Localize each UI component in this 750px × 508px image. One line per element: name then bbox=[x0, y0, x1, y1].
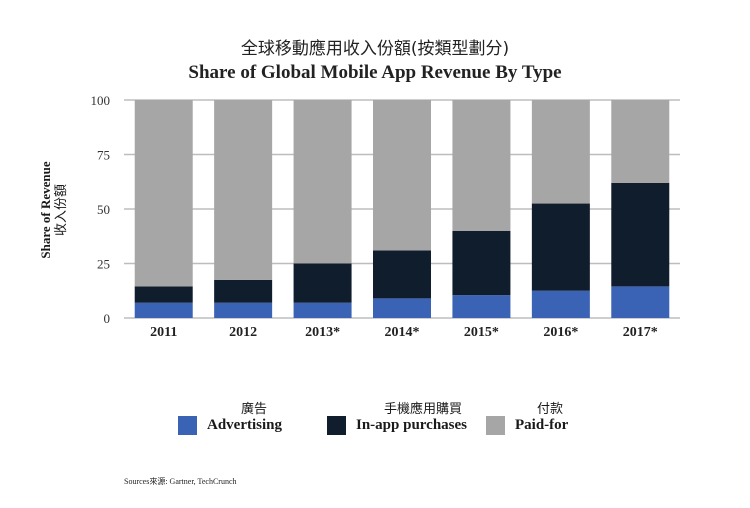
y-tick-75: 75 bbox=[97, 148, 110, 163]
bar-in-app-purchases-2012 bbox=[214, 279, 273, 303]
x-tick-2012: 2012 bbox=[229, 325, 257, 340]
legend-advertising-label: Advertising bbox=[207, 417, 282, 433]
legend: 廣告 Advertising 手機應用購買 In-app purchases 付… bbox=[0, 398, 750, 442]
bar-advertising-2015 bbox=[452, 295, 511, 318]
x-tick-2015: 2015* bbox=[464, 325, 499, 340]
tick-labels: 0 25 50 75 100 2011 2012 2013* 2014* 2015* 2016* 20… bbox=[91, 93, 658, 340]
legend-paid-for-label: Paid-for bbox=[515, 417, 569, 433]
bar-paid-for-2017 bbox=[611, 100, 670, 183]
legend-advertising-swatch bbox=[178, 416, 197, 435]
legend-in-app-label: In-app purchases bbox=[356, 417, 468, 433]
bar-advertising-2016 bbox=[531, 290, 590, 318]
bar-in-app-purchases-2011 bbox=[134, 286, 193, 303]
bar-paid-for-2015 bbox=[452, 100, 511, 231]
bar-in-app-purchases-2013 bbox=[293, 263, 352, 303]
bar-paid-for-2011 bbox=[134, 100, 193, 287]
x-tick-2014: 2014* bbox=[385, 325, 420, 340]
x-tick-2017: 2017* bbox=[623, 325, 658, 340]
bar-in-app-purchases-2016 bbox=[531, 203, 590, 291]
bar-in-app-purchases-2014 bbox=[373, 250, 431, 299]
bar-advertising-2011 bbox=[134, 302, 193, 318]
bar-paid-for-2016 bbox=[531, 100, 590, 204]
y-tick-25: 25 bbox=[97, 257, 110, 272]
legend-paid-for-label-zh: 付款 bbox=[536, 402, 563, 417]
y-tick-100: 100 bbox=[91, 93, 111, 108]
bar-paid-for-2012 bbox=[214, 100, 273, 280]
y-tick-50: 50 bbox=[97, 202, 110, 217]
y-axis-label-en: Share of Revenue bbox=[38, 161, 53, 259]
legend-in-app-swatch bbox=[327, 416, 346, 435]
legend-in-app-label-zh: 手機應用購買 bbox=[383, 402, 462, 417]
bar-advertising-2012 bbox=[214, 302, 273, 318]
bar-paid-for-2014 bbox=[373, 100, 431, 251]
bar-advertising-2013 bbox=[293, 302, 352, 318]
bar-paid-for-2013 bbox=[293, 100, 352, 264]
x-tick-2016: 2016* bbox=[543, 325, 578, 340]
chart-title-en: Share of Global Mobile App Revenue By Ty… bbox=[188, 62, 562, 83]
chart-title-zh: 全球移動應用收入份額(按類型劃分) bbox=[240, 39, 510, 59]
bar-advertising-2014 bbox=[373, 298, 431, 318]
source-note: Sources來源: Gartner, TechCrunch bbox=[124, 477, 237, 486]
y-tick-0: 0 bbox=[104, 311, 111, 326]
legend-advertising-label-zh: 廣告 bbox=[240, 402, 267, 417]
x-tick-2013: 2013* bbox=[305, 325, 340, 340]
legend-paid-for-swatch bbox=[486, 416, 505, 435]
x-tick-2011: 2011 bbox=[150, 325, 177, 340]
bar-in-app-purchases-2015 bbox=[452, 230, 511, 296]
bars bbox=[134, 100, 670, 318]
bar-advertising-2017 bbox=[611, 286, 670, 318]
bar-in-app-purchases-2017 bbox=[611, 182, 670, 287]
